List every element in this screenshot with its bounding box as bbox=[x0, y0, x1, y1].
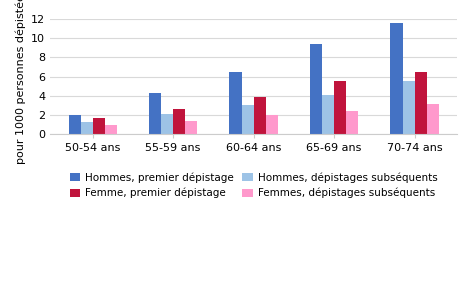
Bar bbox=[173, 109, 185, 134]
Bar bbox=[105, 125, 117, 134]
Bar bbox=[80, 122, 93, 134]
Y-axis label: pour 1000 personnes dépistées: pour 1000 personnes dépistées bbox=[15, 0, 26, 164]
Bar bbox=[310, 44, 322, 134]
Bar bbox=[93, 118, 105, 134]
Bar bbox=[229, 72, 242, 134]
Bar bbox=[415, 72, 426, 134]
Bar bbox=[254, 97, 266, 134]
Bar bbox=[266, 115, 278, 134]
Bar bbox=[242, 105, 254, 134]
Bar bbox=[346, 111, 358, 134]
Bar bbox=[322, 95, 334, 134]
Bar bbox=[426, 104, 439, 134]
Bar bbox=[185, 121, 198, 134]
Bar bbox=[161, 114, 173, 134]
Bar bbox=[69, 115, 80, 134]
Legend: Hommes, premier dépistage, Femme, premier dépistage, Hommes, dépistages subséque: Hommes, premier dépistage, Femme, premie… bbox=[65, 168, 442, 203]
Bar bbox=[334, 81, 346, 134]
Bar bbox=[390, 23, 403, 134]
Bar bbox=[149, 93, 161, 134]
Bar bbox=[403, 81, 415, 134]
